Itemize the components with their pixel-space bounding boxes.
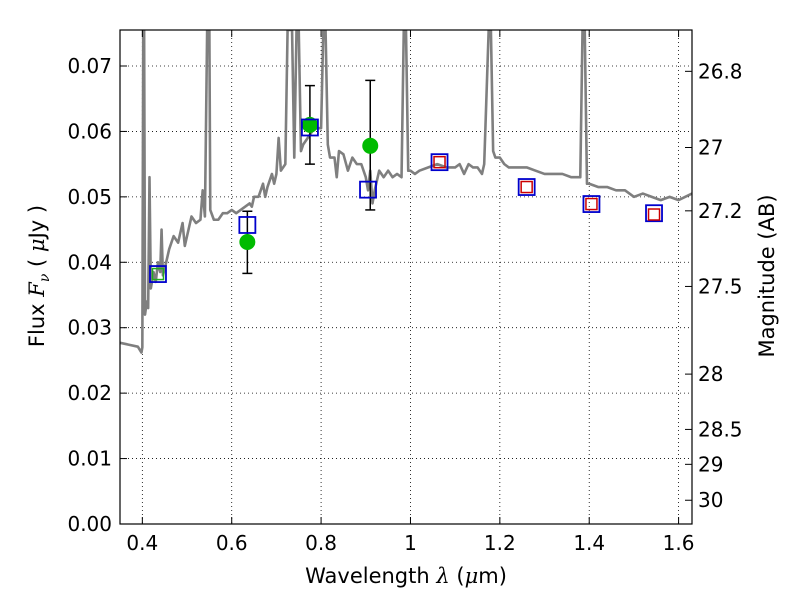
model-spectrum [120, 30, 692, 354]
y-tick-label: 0.03 [67, 316, 112, 340]
observed-point [362, 137, 379, 154]
y-axis-label: Flux Fν ( μJy ) [25, 205, 53, 347]
inner-square [151, 267, 165, 281]
y-tick-label: 0.07 [67, 54, 112, 78]
plot-area [120, 30, 692, 524]
model-square [359, 180, 377, 199]
inner-square [433, 155, 446, 169]
observed-point [239, 233, 256, 250]
model-square [645, 204, 663, 223]
x-tick-label: 1.6 [663, 531, 695, 555]
spectrum-line [120, 30, 692, 354]
model-square [238, 216, 257, 234]
y2-tick-label: 30 [698, 488, 723, 512]
axes-frame [119, 29, 693, 525]
y-tick-label: 0.00 [67, 512, 112, 536]
y-tick-label: 0.01 [67, 447, 112, 471]
y2-tick-label: 27.2 [698, 199, 743, 223]
inner-square [520, 180, 533, 194]
inner-square [585, 197, 598, 211]
y2-tick-label: 27 [698, 135, 723, 159]
y2-tick-label: 26.8 [698, 59, 743, 83]
tick-labels: 0.4 0.6 0.8 1 1.2 1.4 1.6 0.00 0.01 0.02 0.03 0.04 0… [67, 54, 742, 555]
axes-box [119, 29, 693, 525]
y-tick-label: 0.05 [67, 185, 112, 209]
x-tick-label: 1 [404, 531, 417, 555]
model-square [517, 178, 536, 196]
y2-axis-label: Magnitude (AB) [755, 194, 779, 357]
y-tick-label: 0.02 [67, 381, 112, 405]
inner-squares [151, 155, 661, 281]
model-square [149, 265, 167, 283]
inner-square [647, 208, 661, 221]
x-tick-label: 0.8 [305, 531, 337, 555]
model-square [582, 195, 601, 213]
y2-tick-label: 28.5 [698, 417, 743, 441]
x-tick-label: 0.6 [216, 531, 248, 555]
x-tick-label: 0.4 [126, 531, 158, 555]
y2-tick-label: 27.5 [698, 274, 743, 298]
model-photometry-squares [149, 118, 663, 283]
y2-tick-label: 29 [698, 452, 723, 476]
y-tick-label: 0.04 [67, 250, 112, 274]
model-square [430, 153, 449, 172]
observed-points [239, 116, 379, 250]
y2-tick-label: 28 [698, 362, 723, 386]
y-tick-label: 0.06 [67, 119, 112, 143]
model-square [301, 118, 319, 137]
x-tick-label: 1.4 [573, 531, 605, 555]
x-axis-label: Wavelength λ (μm) [305, 564, 507, 588]
x-tick-label: 1.2 [484, 531, 516, 555]
plot-background [120, 30, 692, 524]
